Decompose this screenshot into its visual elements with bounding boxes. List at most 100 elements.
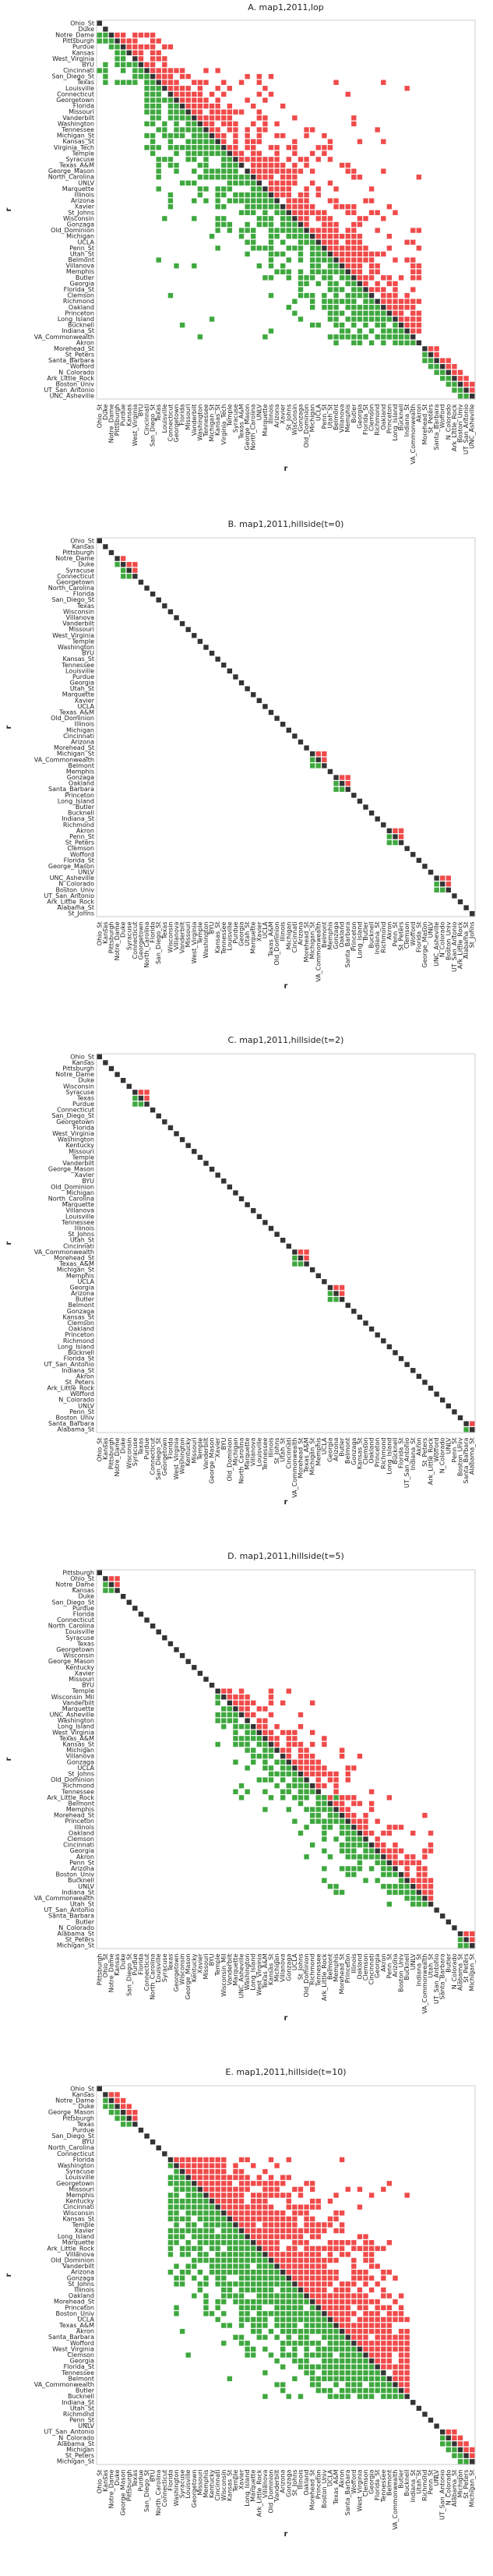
heatmap-cell-lower — [280, 210, 286, 215]
heatmap-cell-diag — [262, 2252, 268, 2257]
heatmap-cell-upper — [309, 2270, 315, 2275]
heatmap-cell-lower — [333, 305, 339, 310]
heatmap-cell-upper — [197, 2175, 203, 2180]
heatmap-cell-lower — [120, 567, 126, 573]
heatmap-cell-upper — [322, 228, 327, 233]
heatmap-cell-lower — [327, 1818, 333, 1824]
y-tick-label: Boston_Univ — [55, 1415, 94, 1422]
heatmap-cell-upper — [357, 139, 363, 144]
heatmap-cell-lower — [292, 1783, 298, 1789]
heatmap-cell-upper — [398, 2293, 404, 2299]
heatmap-cell-diag — [434, 1907, 439, 1913]
heatmap-cell-lower — [315, 257, 321, 263]
heatmap-cell-upper — [304, 2228, 309, 2234]
x-tick-label: Illinois — [268, 405, 275, 424]
heatmap-cell-lower — [162, 157, 167, 162]
heatmap-cell-upper — [345, 239, 350, 245]
heatmap-cell-upper — [381, 2341, 386, 2346]
y-tick-label: Kansas_St — [62, 138, 94, 145]
heatmap-cell-upper — [327, 198, 333, 203]
heatmap-cell-upper — [357, 2341, 363, 2346]
heatmap-cell-diag — [114, 2104, 120, 2109]
heatmap-cell-upper — [393, 2341, 398, 2346]
heatmap-cell-diag — [452, 1409, 457, 1415]
heatmap-cell-upper — [404, 2346, 410, 2352]
heatmap-cell-lower — [422, 352, 428, 358]
heatmap-cell-lower — [156, 186, 161, 192]
heatmap-cell-upper — [298, 2240, 304, 2246]
heatmap-cell-upper — [286, 1730, 291, 1736]
heatmap-cell-lower — [221, 150, 227, 157]
heatmap-cell-diag — [315, 239, 321, 245]
x-tick-label: Pittsburgh — [125, 2470, 132, 2502]
x-tick-label: Indiana_St — [403, 405, 410, 437]
heatmap-cell-upper — [315, 2281, 321, 2287]
heatmap-cell-lower — [304, 2352, 309, 2358]
heatmap-cell-upper — [404, 2316, 410, 2323]
x-tick-label: Utah_St — [428, 1954, 435, 1978]
heatmap-cell-lower — [245, 204, 250, 210]
heatmap-cell-upper — [381, 2323, 386, 2328]
y-tick-label: Old_Dominion — [51, 1183, 94, 1190]
x-tick-label: Connecticut — [132, 922, 139, 959]
heatmap-cell-lower — [262, 204, 268, 210]
heatmap-cell-upper — [215, 2168, 220, 2175]
y-tick-label: Michigan_St — [57, 1267, 94, 1274]
heatmap-cell-upper — [174, 68, 179, 73]
heatmap-cell-lower — [262, 2394, 268, 2399]
heatmap-cell-lower — [215, 228, 220, 233]
x-tick-label: Michigan — [232, 1438, 239, 1466]
heatmap-cell-lower — [167, 139, 174, 144]
heatmap-cell-lower — [268, 1771, 274, 1777]
heatmap-cell-lower — [238, 1741, 245, 1747]
heatmap-cell-lower — [215, 198, 220, 203]
x-tick-label: Texas_A&M — [268, 921, 275, 957]
heatmap-cell-lower — [185, 2270, 191, 2275]
x-tick-label: Boston_Univ — [398, 1953, 405, 1992]
heatmap-cell-upper — [286, 168, 291, 174]
heatmap-cell-lower — [327, 299, 333, 304]
y-tick-label: Tennessee — [61, 2369, 94, 2376]
heatmap-cell-upper — [280, 2263, 286, 2269]
heatmap-cell-lower — [322, 1866, 327, 1871]
heatmap-cell-upper — [114, 1581, 120, 1588]
heatmap-cell-lower — [345, 299, 350, 304]
heatmap-cell-upper — [381, 1830, 386, 1836]
heatmap-cell-lower — [386, 2394, 393, 2399]
heatmap-cell-diag — [351, 1309, 357, 1314]
x-tick-label: West_Virginia — [191, 921, 198, 963]
y-tick-label: Penn_St — [69, 1859, 94, 1866]
heatmap-cell-lower — [292, 2287, 298, 2293]
heatmap-cell-upper — [363, 2293, 368, 2299]
heatmap-cell-diag — [434, 2423, 439, 2429]
x-tick-label: Belmont — [326, 1954, 333, 1981]
heatmap-cell-upper — [245, 2175, 250, 2180]
heatmap-cell-lower — [404, 334, 410, 340]
x-tick-label: Butler — [445, 1953, 452, 1973]
heatmap-cell-lower — [132, 62, 138, 68]
y-tick-label: Purdue — [72, 673, 94, 680]
heatmap-cell-lower — [192, 2193, 197, 2198]
heatmap-cell-upper — [298, 216, 304, 221]
y-tick-label: Pittsburgh — [62, 1065, 94, 1072]
y-axis-label: r — [5, 725, 13, 729]
heatmap-cell-upper — [304, 2204, 309, 2210]
heatmap-cell-upper — [256, 127, 262, 133]
heatmap-cell-upper — [398, 2316, 404, 2323]
y-tick-label: Connecticut — [57, 2150, 94, 2157]
x-tick-label: Washington — [173, 2470, 180, 2507]
y-tick-label: Alabama_St — [58, 2440, 95, 2447]
heatmap-cell-diag — [416, 1889, 422, 1896]
heatmap-cell-upper — [233, 2186, 238, 2193]
x-tick-label: Cincinnati — [291, 922, 298, 953]
heatmap-cell-lower — [268, 1754, 274, 1759]
heatmap-cell-upper — [215, 2157, 220, 2163]
y-tick-label: BYU — [82, 1178, 94, 1185]
heatmap-cell-lower — [298, 1800, 304, 1807]
heatmap-cell-lower — [339, 1866, 345, 1871]
heatmap-cell-upper — [221, 91, 227, 97]
heatmap-cell-lower — [268, 221, 274, 228]
x-tick-label: Princeton — [386, 405, 393, 434]
heatmap-cell-upper — [445, 882, 452, 887]
heatmap-cell-upper — [262, 168, 268, 174]
